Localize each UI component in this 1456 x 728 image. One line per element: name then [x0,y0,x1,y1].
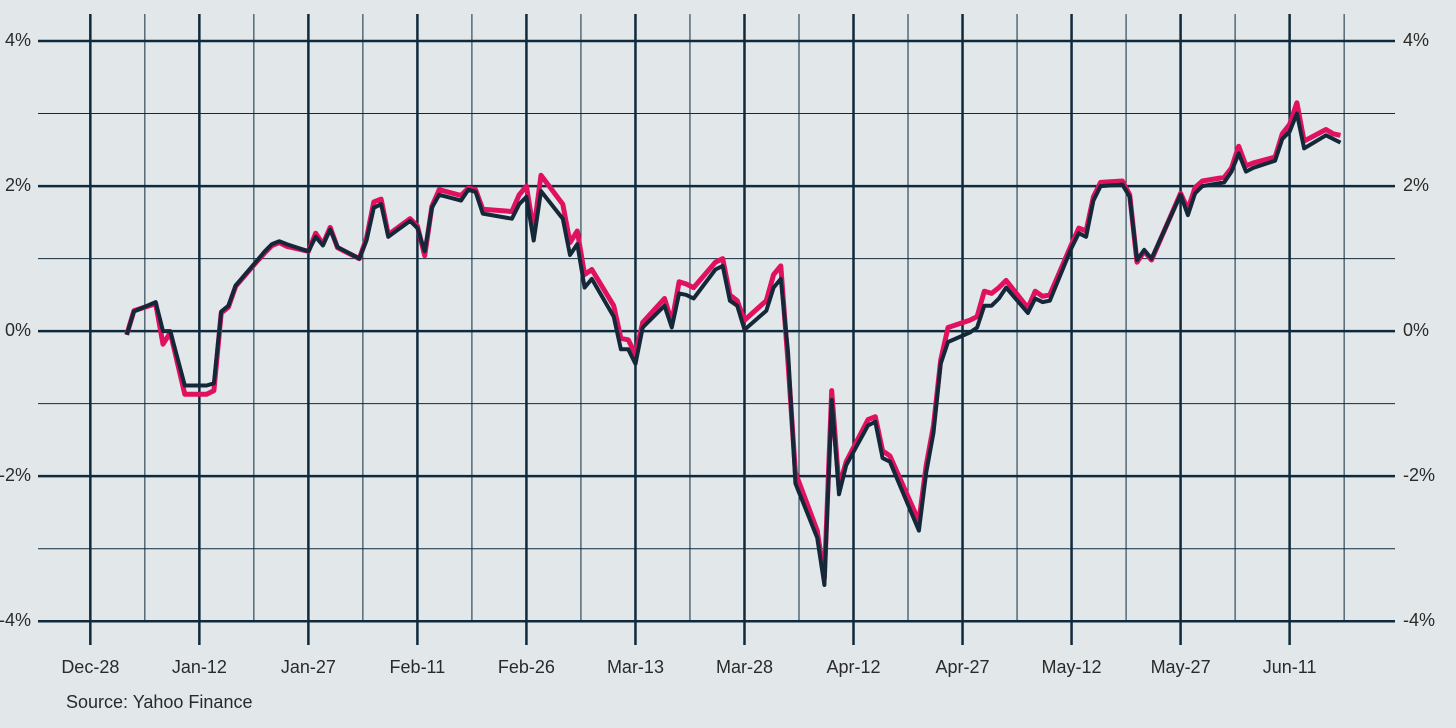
y-tick-label-right: -2% [1403,465,1435,485]
y-tick-label: 0% [5,320,31,340]
x-tick-label: Dec-28 [61,657,119,677]
series-line [124,111,1342,587]
y-tick-label: 2% [5,175,31,195]
x-tick-label: Feb-26 [498,657,555,677]
x-tick-label: Jan-12 [172,657,227,677]
x-tick-label: Apr-27 [936,657,990,677]
y-tick-label-right: -4% [1403,610,1435,630]
x-tick-label: Jun-11 [1263,657,1317,677]
y-tick-label: -2% [0,465,31,485]
y-tick-label-right: 2% [1403,175,1429,195]
y-tick-label-right: 0% [1403,320,1429,340]
x-tick-label: Feb-11 [390,657,446,677]
x-tick-label: May-27 [1151,657,1211,677]
y-tick-label: 4% [5,30,31,50]
x-tick-label: Mar-28 [716,657,773,677]
x-tick-label: May-12 [1042,657,1102,677]
x-tick-label: Mar-13 [607,657,664,677]
x-tick-label: Jan-27 [281,657,336,677]
source-note: Source: Yahoo Finance [66,692,252,712]
x-tick-label: Apr-12 [826,657,880,677]
y-tick-label-right: 4% [1403,30,1429,50]
y-tick-label: -4% [0,610,31,630]
